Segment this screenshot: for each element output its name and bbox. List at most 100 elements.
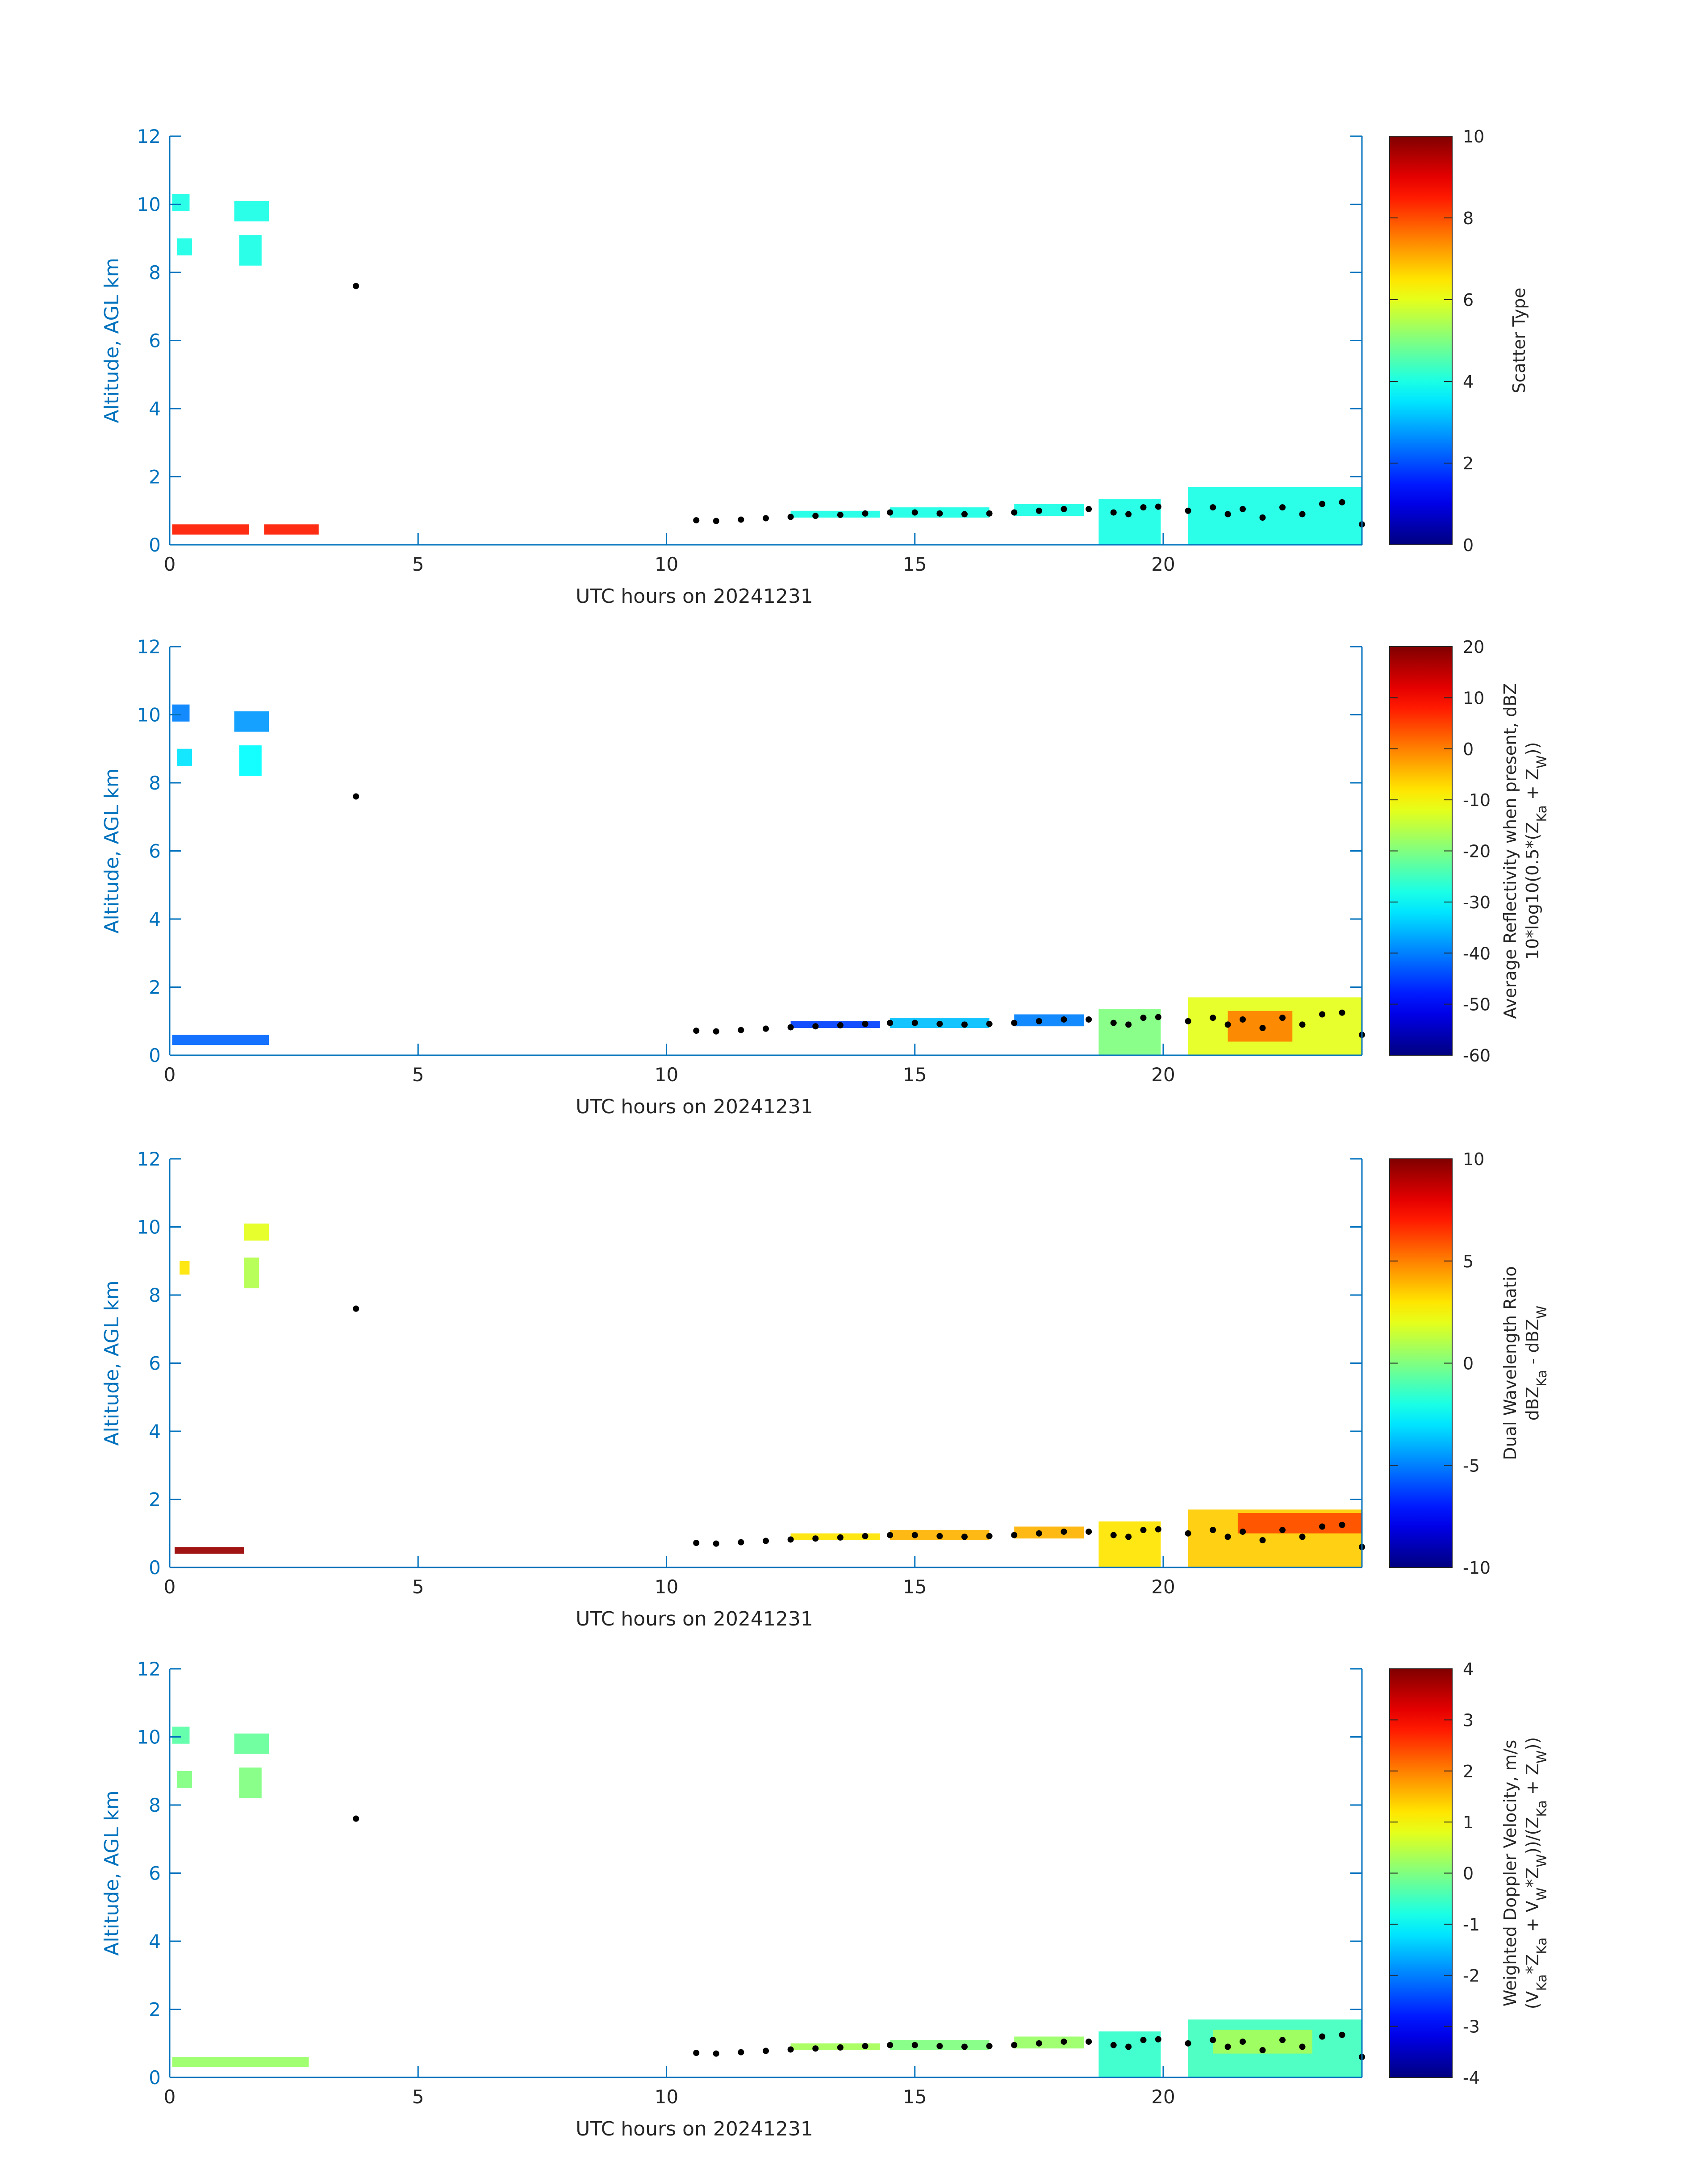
x-tick-label: 5	[412, 553, 424, 575]
y-tick-label: 0	[149, 2067, 161, 2089]
cloud-base-point	[1224, 1021, 1231, 1028]
cloud-base-point	[1210, 2037, 1216, 2043]
echo-region	[239, 745, 262, 776]
y-axis-label: Altitude, AGL km	[100, 768, 123, 933]
cloud-base-point	[1299, 1021, 1306, 1028]
colorbar-tick-label: 0	[1463, 535, 1474, 555]
cloud-base-point	[1125, 1021, 1132, 1028]
echo-region	[172, 194, 190, 211]
colorbar-tick-label: 20	[1463, 637, 1484, 657]
colorbar-label: Scatter Type	[1509, 288, 1529, 393]
cloud-base-point	[1224, 511, 1231, 518]
cloud-base-point	[1086, 1016, 1092, 1023]
y-tick-label: 4	[149, 398, 161, 420]
echo-region	[239, 1768, 262, 1798]
echo-region	[244, 1223, 269, 1241]
cloud-base-point	[1140, 2037, 1147, 2043]
cloud-base-point	[1279, 504, 1286, 511]
cloud-base-point	[961, 2043, 968, 2050]
colorbar-tick-label: -10	[1463, 790, 1491, 810]
cloud-base-point	[1011, 1020, 1018, 1026]
cloud-base-point	[1319, 1523, 1325, 1530]
echo-region	[239, 235, 262, 266]
colorbar-tick-label: 0	[1463, 1864, 1474, 1884]
colorbar-label: 10*log10(0.5*(ZKa + ZW))	[1523, 742, 1550, 960]
cloud-base-point	[1110, 1020, 1117, 1026]
cloud-base-point	[1319, 2033, 1325, 2040]
colorbar: -10 -5 0 5 10 Dual Wavelength Ratio dBZKa - dB…	[1389, 1149, 1550, 1578]
colorbar-label: (VKa*ZKa + VW*ZW))/(ZKa + ZW))	[1523, 1737, 1550, 2010]
cloud-base-point	[353, 793, 359, 800]
colorbar-tick-label: 6	[1463, 290, 1474, 310]
colorbar-label: Dual Wavelength Ratio	[1500, 1266, 1520, 1460]
x-axis-label: UTC hours on 20241231	[576, 585, 813, 608]
cloud-base-point	[812, 1535, 819, 1542]
cloud-base-point	[1140, 1527, 1147, 1534]
x-tick-label: 10	[655, 1064, 678, 1086]
colorbar-tick-label: 2	[1463, 1762, 1474, 1781]
echo-region	[172, 704, 190, 722]
cloud-base-point	[713, 2050, 719, 2057]
y-axis-label: Altitude, AGL km	[100, 1790, 123, 1956]
colorbar-tick-label: 1	[1463, 1813, 1474, 1832]
cloud-base-point	[837, 1022, 844, 1028]
colorbar-tick-label: -5	[1463, 1456, 1480, 1475]
cloud-base-point	[837, 2044, 844, 2051]
x-tick-label: 20	[1151, 1064, 1175, 1086]
y-tick-label: 10	[137, 704, 161, 726]
cloud-base-point	[1240, 1528, 1246, 1535]
cloud-base-point	[1061, 1528, 1067, 1535]
cloud-base-point	[1110, 1532, 1117, 1538]
cloud-base-point	[862, 510, 869, 517]
y-tick-label: 2	[149, 1999, 161, 2021]
cloud-base-point	[1155, 1014, 1161, 1020]
echo-region	[172, 1035, 269, 1045]
cloud-base-point	[1140, 504, 1147, 511]
cloud-base-point	[862, 1533, 869, 1539]
y-tick-label: 8	[149, 262, 161, 284]
cloud-base-point	[1319, 501, 1325, 507]
cloud-base-point	[1259, 2047, 1266, 2053]
colorbar-tick-label: 10	[1463, 127, 1484, 146]
echo-region	[177, 748, 192, 766]
colorbar-label: Weighted Doppler Velocity, m/s	[1500, 1740, 1520, 2006]
cloud-base-point	[1299, 1534, 1306, 1540]
cloud-base-point	[738, 2049, 744, 2056]
cloud-base-point	[1259, 514, 1266, 521]
cloud-base-point	[1086, 2038, 1092, 2045]
cloud-base-point	[693, 1540, 700, 1546]
echo-region	[1098, 499, 1161, 545]
colorbar-tick-label: 10	[1463, 688, 1484, 708]
cloud-base-point	[1185, 1018, 1191, 1024]
echo-region	[1098, 1521, 1161, 1567]
cloud-base-point	[1011, 1532, 1018, 1538]
cloud-base-point	[837, 511, 844, 518]
cloud-base-point	[1011, 2042, 1018, 2048]
y-tick-label: 0	[149, 1045, 161, 1066]
cloud-base-point	[763, 515, 769, 522]
colorbar-tick-label: -20	[1463, 842, 1491, 861]
cloud-base-point	[936, 510, 943, 517]
y-tick-label: 4	[149, 1930, 161, 1952]
cloud-base-point	[911, 1532, 918, 1538]
cloud-base-point	[1339, 1521, 1345, 1528]
cloud-base-point	[713, 1540, 719, 1547]
cloud-base-point	[1210, 1527, 1216, 1534]
colorbar-tick-label: 5	[1463, 1252, 1474, 1271]
cloud-base-point	[787, 514, 794, 520]
echo-region	[1014, 504, 1084, 516]
cloud-base-point	[1339, 499, 1345, 506]
colorbar-tick-label: 8	[1463, 209, 1474, 228]
colorbar-tick-label: -3	[1463, 2017, 1480, 2037]
cloud-base-point	[353, 1815, 359, 1822]
cloud-base-point	[738, 1539, 744, 1546]
y-tick-label: 12	[137, 1658, 161, 1680]
cloud-base-point	[787, 1024, 794, 1031]
colorbar-tick-label: -40	[1463, 944, 1491, 963]
echo-region	[180, 1261, 190, 1275]
cloud-base-point	[738, 1027, 744, 1033]
colorbar-gradient	[1389, 646, 1453, 1056]
cloud-base-point	[713, 518, 719, 524]
cloud-base-point	[738, 516, 744, 523]
